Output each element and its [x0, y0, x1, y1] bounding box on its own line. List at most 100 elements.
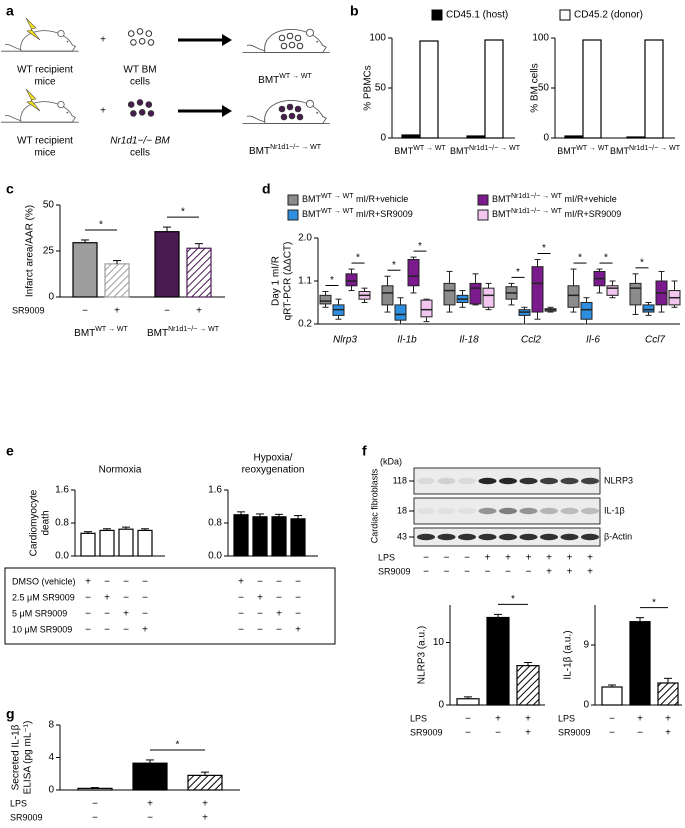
blot-band: [499, 533, 517, 541]
y-tick-label: 1.6: [55, 485, 69, 496]
group-label-base: BMT: [74, 328, 95, 339]
table-cell: −: [123, 577, 129, 588]
significance-label: *: [542, 243, 546, 254]
x-tick-label-base: BMT: [450, 146, 470, 156]
bm-cell: [127, 30, 135, 37]
mouse-ear: [305, 99, 315, 108]
table-cell: +: [295, 625, 301, 636]
blot-band: [540, 507, 558, 515]
row-value: −: [147, 813, 153, 824]
blot-row-value: +: [587, 553, 593, 564]
bar: [629, 621, 651, 706]
row-value: +: [202, 799, 208, 810]
bm-cell: [147, 110, 155, 117]
y-axis-label: NLRP3 (a.u.): [417, 626, 428, 684]
bm-cell: [278, 34, 286, 42]
blot-band: [478, 533, 497, 541]
group-label: BMTWT → WT: [74, 326, 128, 338]
table-cell: +: [238, 577, 244, 588]
group-label-sup: WT → WT: [95, 326, 128, 333]
bm-cell: [286, 32, 294, 40]
recipient-label: mice: [34, 148, 56, 159]
row-value: −: [465, 714, 471, 725]
mouse-eye: [66, 40, 69, 43]
legend-swatch: [559, 9, 571, 21]
x-tick-label-base: BMT: [557, 146, 577, 156]
table-cell: −: [276, 577, 282, 588]
bmt-label-base: BMT: [258, 75, 279, 86]
blot-row-value: −: [485, 567, 491, 578]
mouse: [242, 99, 330, 125]
box: [642, 304, 655, 313]
table-cell: −: [295, 577, 301, 588]
bm-cell: [127, 101, 135, 108]
table-cell: −: [276, 593, 282, 604]
blot-band: [499, 477, 517, 485]
y-tick-label: 9: [583, 640, 589, 651]
bm-cell: [294, 34, 302, 42]
bar: [187, 774, 223, 791]
significance-label: *: [604, 253, 608, 264]
bar: [252, 516, 268, 557]
table-cell: −: [142, 577, 148, 588]
bm-cell: [136, 99, 144, 106]
blot-row-value: −: [423, 553, 429, 564]
legend-label-suffix: mI/R+vehicle: [354, 194, 409, 204]
row-label: LPS: [10, 798, 27, 808]
x-tick-label: BMTWT → WT: [394, 145, 446, 156]
blot-row-value: −: [505, 567, 511, 578]
recipient-label: WT recipient: [17, 136, 73, 147]
y-tick-label: 0: [48, 292, 54, 303]
bm-cell: [138, 109, 146, 116]
box: [381, 285, 394, 306]
row-value: −: [495, 728, 501, 739]
blot-title: Cardiac fibroblasts: [369, 468, 379, 543]
legend-label-base: BMT: [492, 194, 512, 204]
row-value: −: [637, 728, 643, 739]
table-cell: +: [276, 609, 282, 620]
bm-cell: [286, 103, 294, 111]
y-tick-label: 0.0: [55, 551, 69, 562]
x-tick-label: Il-6: [586, 335, 600, 346]
donor-label: Nr1d1−/− BM: [110, 136, 170, 147]
table-cell: −: [238, 625, 244, 636]
size-label: 43: [397, 531, 407, 541]
blot-band: [437, 507, 456, 515]
bm-cell: [130, 39, 137, 46]
y-tick-label: 25: [43, 246, 55, 257]
y-tick-label: 0.8: [208, 518, 222, 529]
legend-label: CD45.1 (host): [446, 10, 508, 21]
significance-label: *: [356, 253, 360, 264]
panel-letter: a: [6, 3, 14, 19]
y-tick-label: 10: [433, 637, 445, 648]
row-value: +: [637, 714, 643, 725]
blot-band: [581, 533, 599, 541]
blot-band: [540, 477, 558, 485]
row-label: LPS: [558, 713, 575, 723]
blot-band: [417, 477, 435, 485]
bar: [104, 263, 130, 298]
y-tick-label: 0.2: [298, 319, 312, 330]
box: [482, 287, 495, 308]
mouse-tail: [246, 115, 266, 123]
row-value: −: [82, 306, 88, 317]
chart-title: Hypoxia/: [254, 453, 293, 464]
row-value: +: [196, 306, 202, 317]
bar: [626, 136, 646, 139]
mouse-tail: [4, 44, 22, 50]
bar: [484, 39, 504, 139]
row-value: −: [92, 799, 98, 810]
bar: [657, 682, 679, 706]
bar: [466, 135, 486, 139]
box: [443, 282, 456, 306]
y-tick-label: 8: [48, 720, 54, 731]
bm-cell: [296, 42, 304, 50]
table-cell: −: [276, 625, 282, 636]
table-cell: +: [257, 593, 263, 604]
bar: [154, 231, 180, 298]
plus-sign: +: [100, 35, 106, 46]
mouse-eye: [316, 111, 319, 114]
legend-label-suffix: mI/R+vehicle: [562, 194, 617, 204]
bm-cell: [138, 38, 146, 45]
bar: [118, 528, 134, 557]
